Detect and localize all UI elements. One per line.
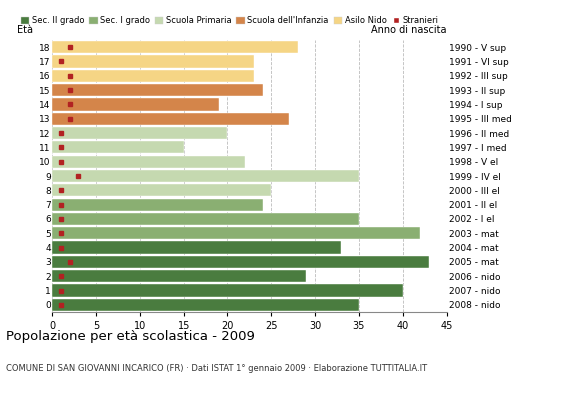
Text: Popolazione per età scolastica - 2009: Popolazione per età scolastica - 2009 xyxy=(6,330,255,343)
Legend: Sec. II grado, Sec. I grado, Scuola Primaria, Scuola dell'Infanzia, Asilo Nido, : Sec. II grado, Sec. I grado, Scuola Prim… xyxy=(21,16,438,25)
Bar xyxy=(52,98,219,110)
Bar xyxy=(52,113,289,125)
Bar xyxy=(52,127,227,139)
Bar xyxy=(52,55,254,68)
Bar xyxy=(52,213,359,225)
Bar xyxy=(52,227,420,239)
Bar xyxy=(52,41,298,53)
Text: Anno di nascita: Anno di nascita xyxy=(371,24,447,34)
Bar xyxy=(52,256,429,268)
Bar xyxy=(52,270,306,282)
Bar xyxy=(52,198,263,211)
Bar xyxy=(52,156,245,168)
Bar xyxy=(52,242,342,254)
Bar xyxy=(52,284,403,297)
Bar xyxy=(52,84,263,96)
Bar xyxy=(52,170,359,182)
Bar xyxy=(52,141,184,154)
Bar xyxy=(52,184,271,196)
Bar xyxy=(52,299,359,311)
Bar xyxy=(52,70,254,82)
Text: Età: Età xyxy=(17,24,32,34)
Text: COMUNE DI SAN GIOVANNI INCARICO (FR) · Dati ISTAT 1° gennaio 2009 · Elaborazione: COMUNE DI SAN GIOVANNI INCARICO (FR) · D… xyxy=(6,364,427,373)
